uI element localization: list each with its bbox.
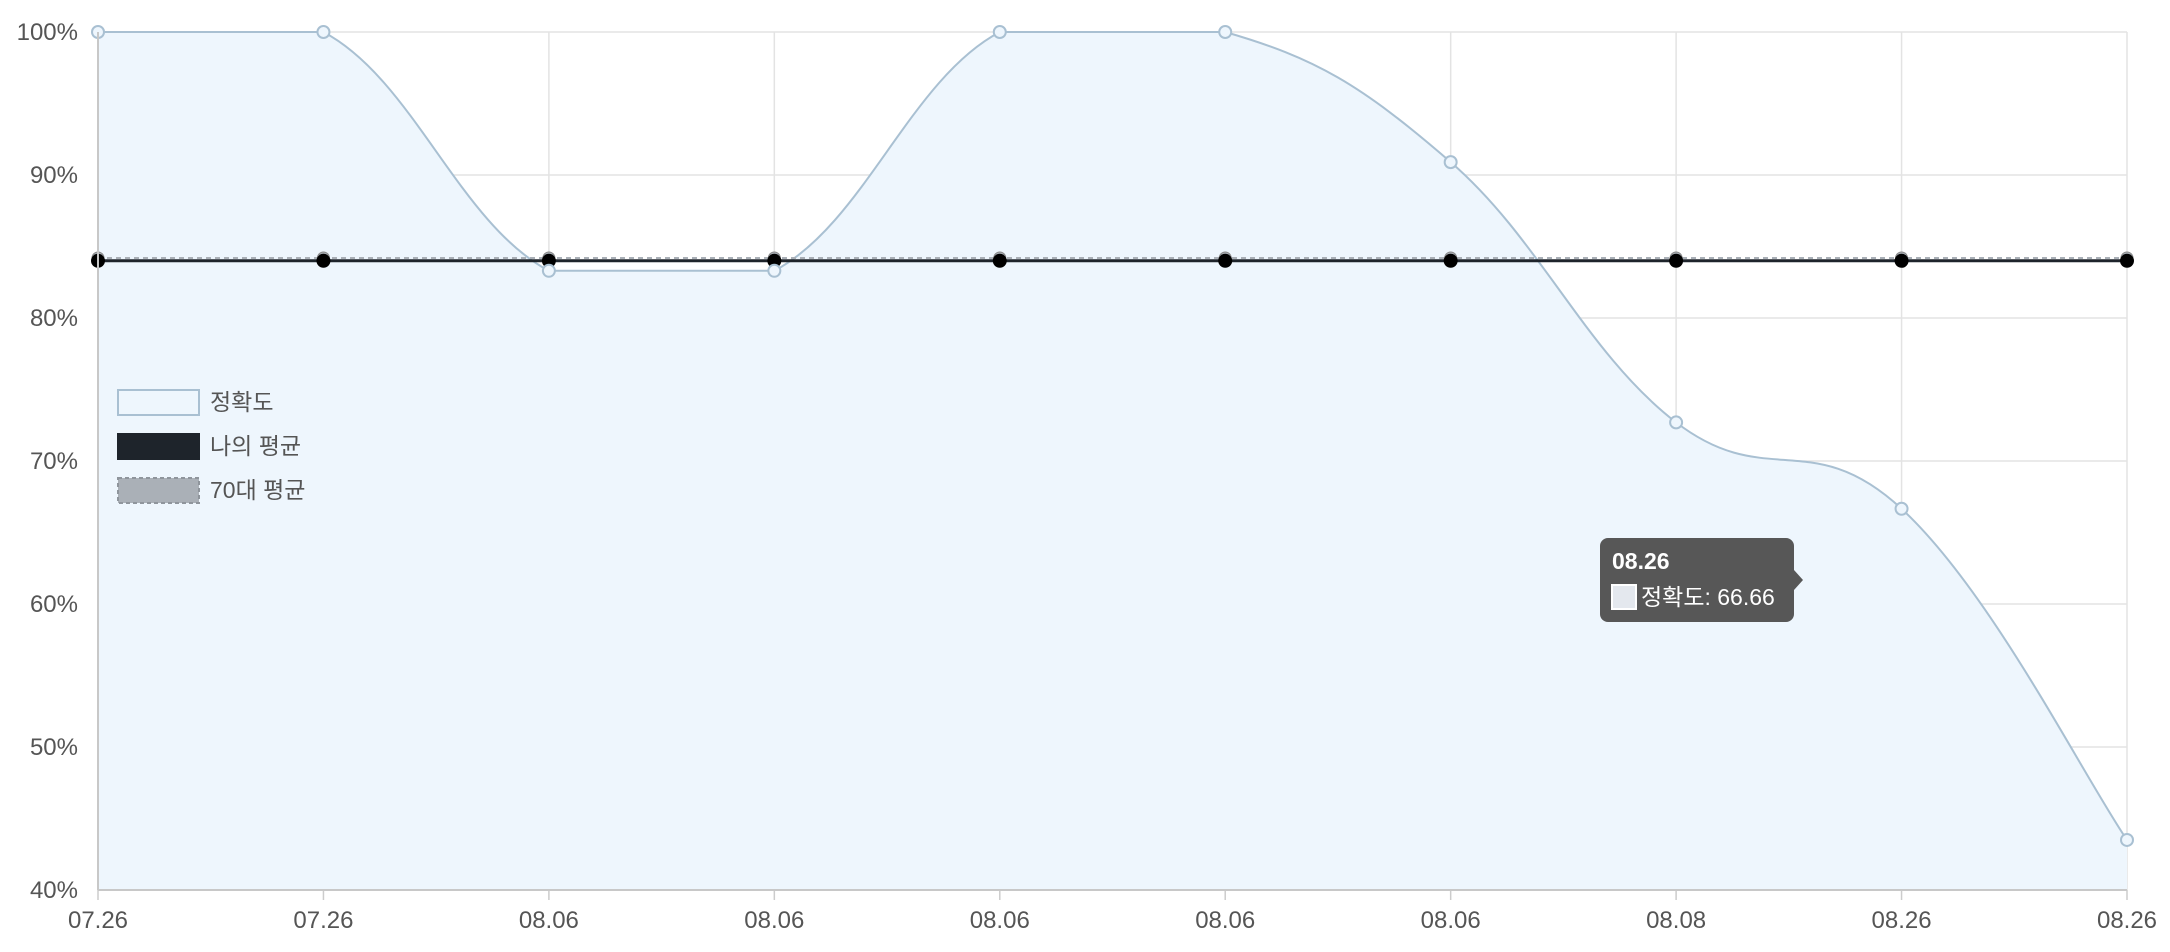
legend-item-my-average[interactable]: 나의 평균	[117, 433, 301, 460]
tooltip: 08.26 정확도: 66.66	[1600, 538, 1803, 622]
legend-label-70s-average: 70대 평균	[210, 477, 305, 503]
legend-item-accuracy[interactable]: 정확도	[117, 389, 273, 416]
accuracy-area	[98, 32, 2127, 890]
axis-layer: 40% 50% 60% 70% 80% 90% 100% 07.26 07.26 08.06 08.…	[17, 19, 2157, 934]
y-tick-label: 40%	[30, 877, 78, 904]
legend-swatch-my-average	[117, 433, 200, 460]
legend-swatch-accuracy	[117, 389, 200, 416]
accuracy-line	[97, 30, 2128, 841]
legend-label-accuracy: 정확도	[210, 389, 273, 415]
tooltip-box	[1600, 538, 1794, 622]
accuracy-point	[1218, 25, 1233, 39]
accuracy-point	[1894, 501, 1909, 516]
x-tick-label: 08.06	[519, 907, 579, 934]
y-tick-label: 70%	[30, 448, 78, 475]
x-tick-label: 08.06	[970, 907, 1030, 934]
legend-label-my-average: 나의 평균	[210, 433, 301, 459]
my-average-point	[1894, 253, 1909, 268]
lines-layer	[97, 30, 2128, 841]
my-average-point	[992, 253, 1007, 268]
y-tick-label: 60%	[30, 591, 78, 618]
y-tick-label: 100%	[17, 19, 78, 46]
my-average-point	[767, 253, 782, 268]
y-tick-label: 50%	[30, 734, 78, 761]
my-average-point	[1669, 253, 1684, 268]
accuracy-point	[1443, 155, 1458, 170]
x-tick-label: 08.06	[744, 907, 804, 934]
x-tick-label: 08.08	[1646, 907, 1706, 934]
legend-swatch-70s-average	[117, 477, 200, 504]
tooltip-caret	[1794, 570, 1803, 590]
accuracy-point	[992, 25, 1007, 39]
tooltip-swatch	[1611, 584, 1637, 610]
accuracy-point	[2120, 832, 2134, 847]
my-average-point	[541, 253, 556, 268]
my-average-point	[316, 253, 331, 268]
legend: 정확도 나의 평균 70대 평균	[117, 389, 305, 504]
y-tick-label: 80%	[30, 305, 78, 332]
my-average-point	[1218, 253, 1233, 268]
my-average-point	[2120, 253, 2134, 268]
tooltip-value: 정확도: 66.66	[1641, 584, 1775, 610]
accuracy-point	[1669, 415, 1684, 430]
x-tick-label: 08.06	[1421, 907, 1481, 934]
accuracy-area-layer	[98, 32, 2127, 890]
x-tick-label: 07.26	[293, 907, 353, 934]
x-tick-label: 08.26	[2097, 907, 2157, 934]
legend-item-70s-average[interactable]: 70대 평균	[117, 477, 305, 504]
x-tick-label: 08.06	[1195, 907, 1255, 934]
accuracy-point	[316, 25, 331, 39]
y-tick-label: 90%	[30, 162, 78, 189]
x-tick-label: 07.26	[68, 907, 128, 934]
accuracy-point	[767, 263, 782, 278]
accuracy-point	[541, 263, 556, 278]
x-tick-label: 08.26	[1872, 907, 1932, 934]
my-average-point	[1443, 253, 1458, 268]
tooltip-title: 08.26	[1612, 548, 1670, 574]
